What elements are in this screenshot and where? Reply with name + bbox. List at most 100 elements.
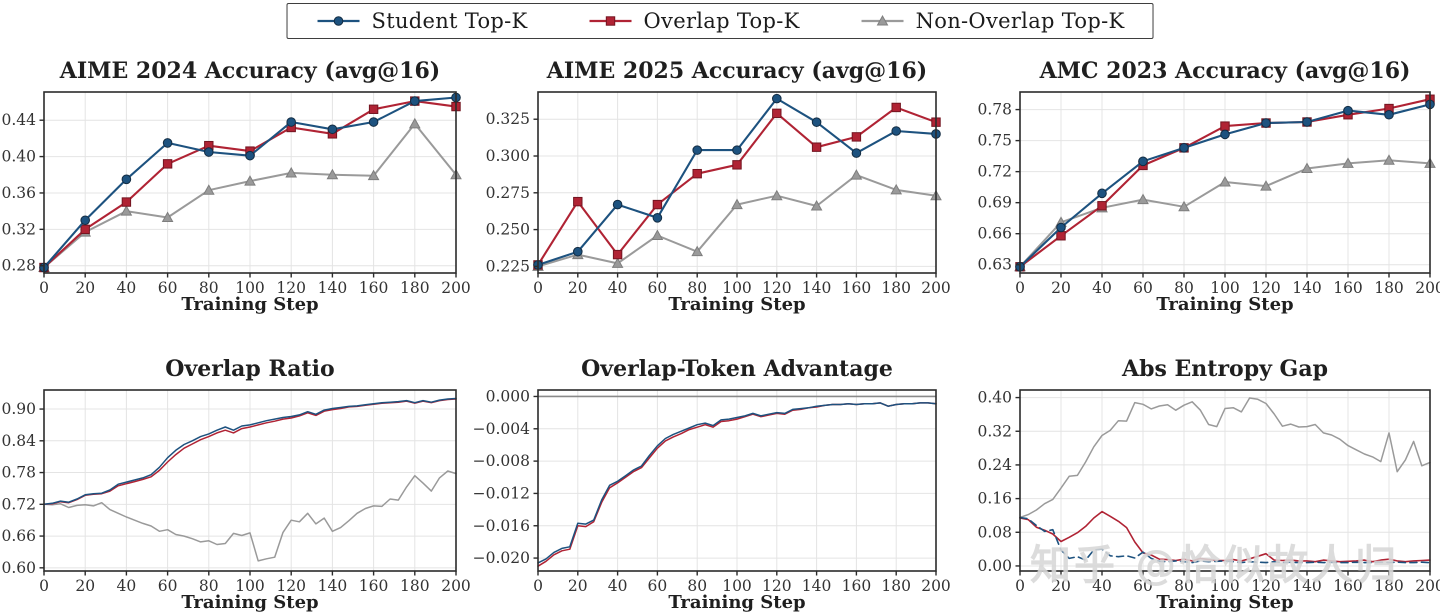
svg-text:0.225: 0.225: [486, 257, 530, 275]
svg-text:140: 140: [802, 279, 832, 297]
svg-text:200: 200: [921, 577, 951, 595]
svg-text:100: 100: [722, 279, 752, 297]
svg-text:0.84: 0.84: [1, 432, 36, 450]
chart-aime-2025-accuracy: 0 20 40 60 80 100 120 140 160 180 200 0.225 0.250 0.2…: [486, 58, 951, 315]
chart-amc-2023-accuracy: 0 20 40 60 80 100 120 140 160 180 200 0.63 0.66 0.69 0…: [977, 58, 1440, 315]
svg-text:60: 60: [1133, 279, 1153, 297]
svg-text:100: 100: [235, 577, 265, 595]
svg-text:0.78: 0.78: [977, 101, 1012, 119]
x-axis-label: Training Step: [1156, 592, 1293, 613]
svg-text:180: 180: [1374, 577, 1404, 595]
svg-text:160: 160: [842, 577, 872, 595]
svg-text:60: 60: [1133, 577, 1153, 595]
svg-text:0: 0: [1015, 577, 1025, 595]
svg-text:160: 160: [842, 279, 872, 297]
svg-text:−0.020: −0.020: [473, 549, 530, 567]
axis-ticks: 0 20 40 60 80 100 120 140 160 180 200 0.63 0.66 0.69 0…: [977, 101, 1440, 297]
series-line: [1019, 516, 1431, 564]
svg-text:0.275: 0.275: [486, 184, 530, 202]
svg-text:20: 20: [568, 577, 588, 595]
chart-title: AIME 2025 Accuracy (avg@16): [546, 58, 927, 84]
svg-text:0.28: 0.28: [1, 257, 36, 275]
svg-text:20: 20: [75, 279, 95, 297]
svg-text:0.250: 0.250: [486, 221, 530, 239]
chart-title: Abs Entropy Gap: [1121, 356, 1328, 382]
svg-text:0.300: 0.300: [486, 147, 530, 165]
svg-text:160: 160: [359, 577, 389, 595]
chart-title: AIME 2024 Accuracy (avg@16): [59, 58, 440, 84]
svg-text:60: 60: [158, 577, 178, 595]
x-axis-label: Training Step: [181, 294, 318, 315]
svg-text:140: 140: [318, 577, 348, 595]
svg-text:0.75: 0.75: [977, 132, 1012, 150]
legend: Student Top-K Overlap Top-K Non-Overlap …: [286, 3, 1154, 39]
legend-item-overlap-topk: Overlap Top-K: [588, 9, 800, 33]
svg-text:40: 40: [608, 577, 628, 595]
chart-title: AMC 2023 Accuracy (avg@16): [1039, 58, 1411, 84]
svg-text:80: 80: [687, 279, 707, 297]
series-line: [1019, 510, 1431, 563]
x-axis-label: Training Step: [668, 592, 805, 613]
svg-text:0.90: 0.90: [1, 400, 36, 418]
series-line: [1019, 397, 1431, 519]
axis-ticks: 0 20 40 60 80 100 120 140 160 180 200 0.225 0.250 0.2…: [486, 110, 951, 297]
svg-text:0.66: 0.66: [1, 527, 36, 545]
svg-text:100: 100: [235, 279, 265, 297]
x-axis-label: Training Step: [1156, 294, 1293, 315]
svg-text:200: 200: [1415, 577, 1440, 595]
svg-text:60: 60: [648, 577, 668, 595]
svg-text:100: 100: [1210, 279, 1240, 297]
svg-text:−0.008: −0.008: [473, 452, 530, 470]
svg-text:−0.012: −0.012: [473, 484, 530, 502]
chart-title: Overlap-Token Advantage: [581, 356, 893, 382]
svg-text:−0.004: −0.004: [473, 420, 530, 438]
x-axis-label: Training Step: [668, 294, 805, 315]
svg-text:200: 200: [1415, 279, 1440, 297]
svg-text:0: 0: [1015, 279, 1025, 297]
svg-text:0.72: 0.72: [977, 163, 1012, 181]
svg-text:20: 20: [1051, 577, 1071, 595]
chart-overlap-token-advantage: 0 20 40 60 80 100 120 140 160 180 200 −0.020 −0.016 −…: [473, 356, 951, 613]
svg-text:140: 140: [1292, 577, 1322, 595]
svg-text:180: 180: [1374, 279, 1404, 297]
chart-overlap-ratio: 0 20 40 60 80 100 120 140 160 180 200 0.60 0.66 0.72 0…: [1, 356, 470, 613]
axis-ticks: 0 20 40 60 80 100 120 140 160 180 200 0.60 0.66 0.72 0…: [1, 400, 470, 595]
svg-text:80: 80: [199, 577, 219, 595]
svg-text:0: 0: [39, 279, 49, 297]
svg-text:140: 140: [802, 577, 832, 595]
svg-text:0.78: 0.78: [1, 464, 36, 482]
series-line: [43, 470, 457, 562]
svg-text:0.60: 0.60: [1, 559, 36, 577]
legend-item-student-topk: Student Top-K: [316, 9, 528, 33]
svg-text:80: 80: [687, 577, 707, 595]
chart-abs-entropy-gap: 0 20 40 60 80 100 120 140 160 180 200 0.00 0.08 0.16 0…: [977, 356, 1440, 613]
chart-title: Overlap Ratio: [165, 356, 334, 382]
chart-grid: 0 20 40 60 80 100 120 140 160 180 200 0.28 0.32 0.36 0…: [0, 52, 1440, 615]
legend-label-student-topk: Student Top-K: [371, 9, 528, 33]
svg-text:120: 120: [762, 279, 792, 297]
svg-text:40: 40: [117, 279, 137, 297]
svg-text:0.40: 0.40: [977, 389, 1012, 407]
x-axis-label: Training Step: [181, 592, 318, 613]
svg-text:0.16: 0.16: [977, 490, 1012, 508]
svg-text:180: 180: [400, 577, 430, 595]
gridlines: [1019, 390, 1431, 571]
svg-text:80: 80: [1174, 577, 1194, 595]
svg-text:120: 120: [276, 279, 306, 297]
svg-text:120: 120: [1251, 577, 1281, 595]
svg-text:0.69: 0.69: [977, 194, 1012, 212]
svg-text:20: 20: [1051, 279, 1071, 297]
svg-text:200: 200: [921, 279, 951, 297]
chart-aime-2024-accuracy: 0 20 40 60 80 100 120 140 160 180 200 0.28 0.32 0.36 0…: [1, 58, 470, 315]
svg-text:0.32: 0.32: [1, 220, 36, 238]
svg-text:100: 100: [1210, 577, 1240, 595]
svg-text:60: 60: [158, 279, 178, 297]
axis-ticks: 0 20 40 60 80 100 120 140 160 180 200 0.28 0.32 0.36 0…: [1, 111, 470, 297]
svg-text:0.72: 0.72: [1, 495, 36, 513]
series-line: [43, 397, 457, 506]
gridlines: [43, 390, 457, 571]
svg-text:40: 40: [1092, 279, 1112, 297]
svg-text:140: 140: [1292, 279, 1322, 297]
svg-text:0.63: 0.63: [977, 256, 1012, 274]
svg-text:0.00: 0.00: [977, 557, 1012, 575]
